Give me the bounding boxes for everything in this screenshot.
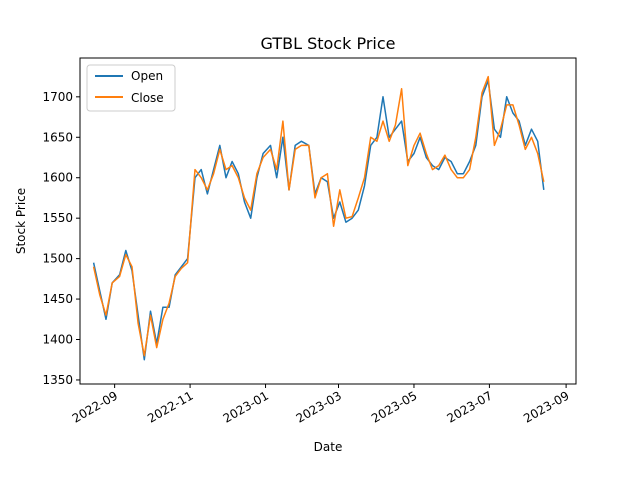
y-tick-label: 1700 — [42, 90, 73, 104]
legend: Open Close — [86, 64, 176, 112]
y-tick-label: 1400 — [42, 333, 73, 347]
y-axis-label: Stock Price — [14, 188, 28, 254]
y-tick-label: 1350 — [42, 373, 73, 387]
plot-lines — [92, 75, 545, 361]
y-tick-label: 1450 — [42, 292, 73, 306]
chart-title: GTBL Stock Price — [261, 34, 396, 53]
y-axis: 1350 1400 1450 1500 1550 1600 1650 1700 — [42, 90, 80, 387]
y-tick-label: 1550 — [42, 211, 73, 225]
series-line-close — [92, 75, 545, 357]
plot-frame — [79, 57, 577, 385]
y-tick-label: 1600 — [42, 171, 73, 185]
legend-label-open: Open — [131, 69, 163, 83]
legend-label-close: Close — [131, 91, 164, 105]
y-tick-label: 1650 — [42, 130, 73, 144]
y-tick-label: 1500 — [42, 252, 73, 266]
x-axis-label: Date — [314, 440, 343, 454]
